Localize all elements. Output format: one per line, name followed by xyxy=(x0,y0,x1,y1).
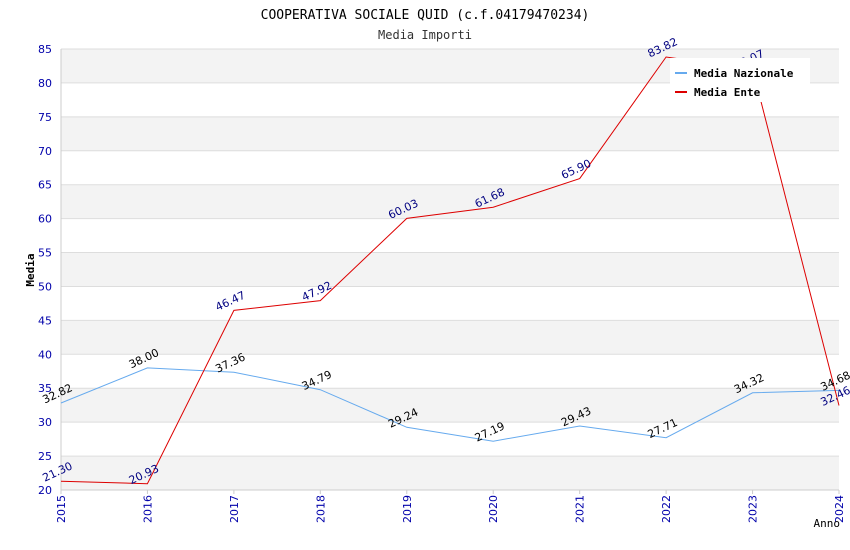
legend: Media Nazionale Media Ente xyxy=(670,58,810,102)
y-tick-label: 40 xyxy=(38,348,52,361)
grid-band xyxy=(61,116,839,151)
y-tick-label: 85 xyxy=(38,43,52,56)
x-tick-label: 2018 xyxy=(314,495,327,523)
grid-band xyxy=(61,320,839,355)
grid-band xyxy=(61,184,839,219)
x-tick-label: 2015 xyxy=(55,495,68,523)
x-tick-label: 2023 xyxy=(747,495,760,523)
grid-band xyxy=(61,388,839,423)
axes xyxy=(60,49,840,494)
series-line-1 xyxy=(60,367,840,442)
x-tick-label: 2022 xyxy=(660,495,673,523)
y-tick-label: 55 xyxy=(38,247,52,260)
chart-subtitle: Media Importi xyxy=(378,28,472,42)
y-tick-label: 35 xyxy=(38,382,52,395)
chart-title: COOPERATIVA SOCIALE QUID (c.f.0417947023… xyxy=(261,8,590,23)
grid-band xyxy=(61,252,839,287)
x-axis-label: Anno xyxy=(814,517,841,530)
x-tick-label: 2016 xyxy=(141,495,154,523)
y-tick-label: 20 xyxy=(38,484,52,497)
y-tick-label: 80 xyxy=(38,77,52,90)
x-tick-labels: 2015 2016 2017 2018 2019 2020 2021 2022 2023 2024 xyxy=(55,495,846,523)
x-tick-label: 2021 xyxy=(574,495,587,523)
x-tick-label: 2020 xyxy=(487,495,500,523)
y-tick-label: 25 xyxy=(38,450,52,463)
y-tick-label: 60 xyxy=(38,213,52,226)
x-tick-label: 2017 xyxy=(228,495,241,523)
grid-band xyxy=(61,456,839,490)
y-axis-label: Media xyxy=(24,253,37,286)
y-tick-labels: 20 25 30 35 40 45 50 55 60 65 70 75 80 85 xyxy=(38,43,52,497)
x-tick-label: 2019 xyxy=(401,495,414,523)
y-tick-label: 70 xyxy=(38,145,52,158)
y-tick-label: 65 xyxy=(38,179,52,192)
y-tick-label: 30 xyxy=(38,416,52,429)
legend-entry: Media Ente xyxy=(694,86,761,99)
y-tick-label: 75 xyxy=(38,111,52,124)
data-label: 65.90 xyxy=(559,157,593,182)
data-label: 46.47 xyxy=(213,289,247,314)
y-tick-label: 45 xyxy=(38,314,52,327)
legend-box xyxy=(670,58,810,102)
x-tick-label: 2024 xyxy=(833,495,846,523)
legend-entry: Media Nazionale xyxy=(694,67,794,80)
y-tick-label: 50 xyxy=(38,280,52,293)
